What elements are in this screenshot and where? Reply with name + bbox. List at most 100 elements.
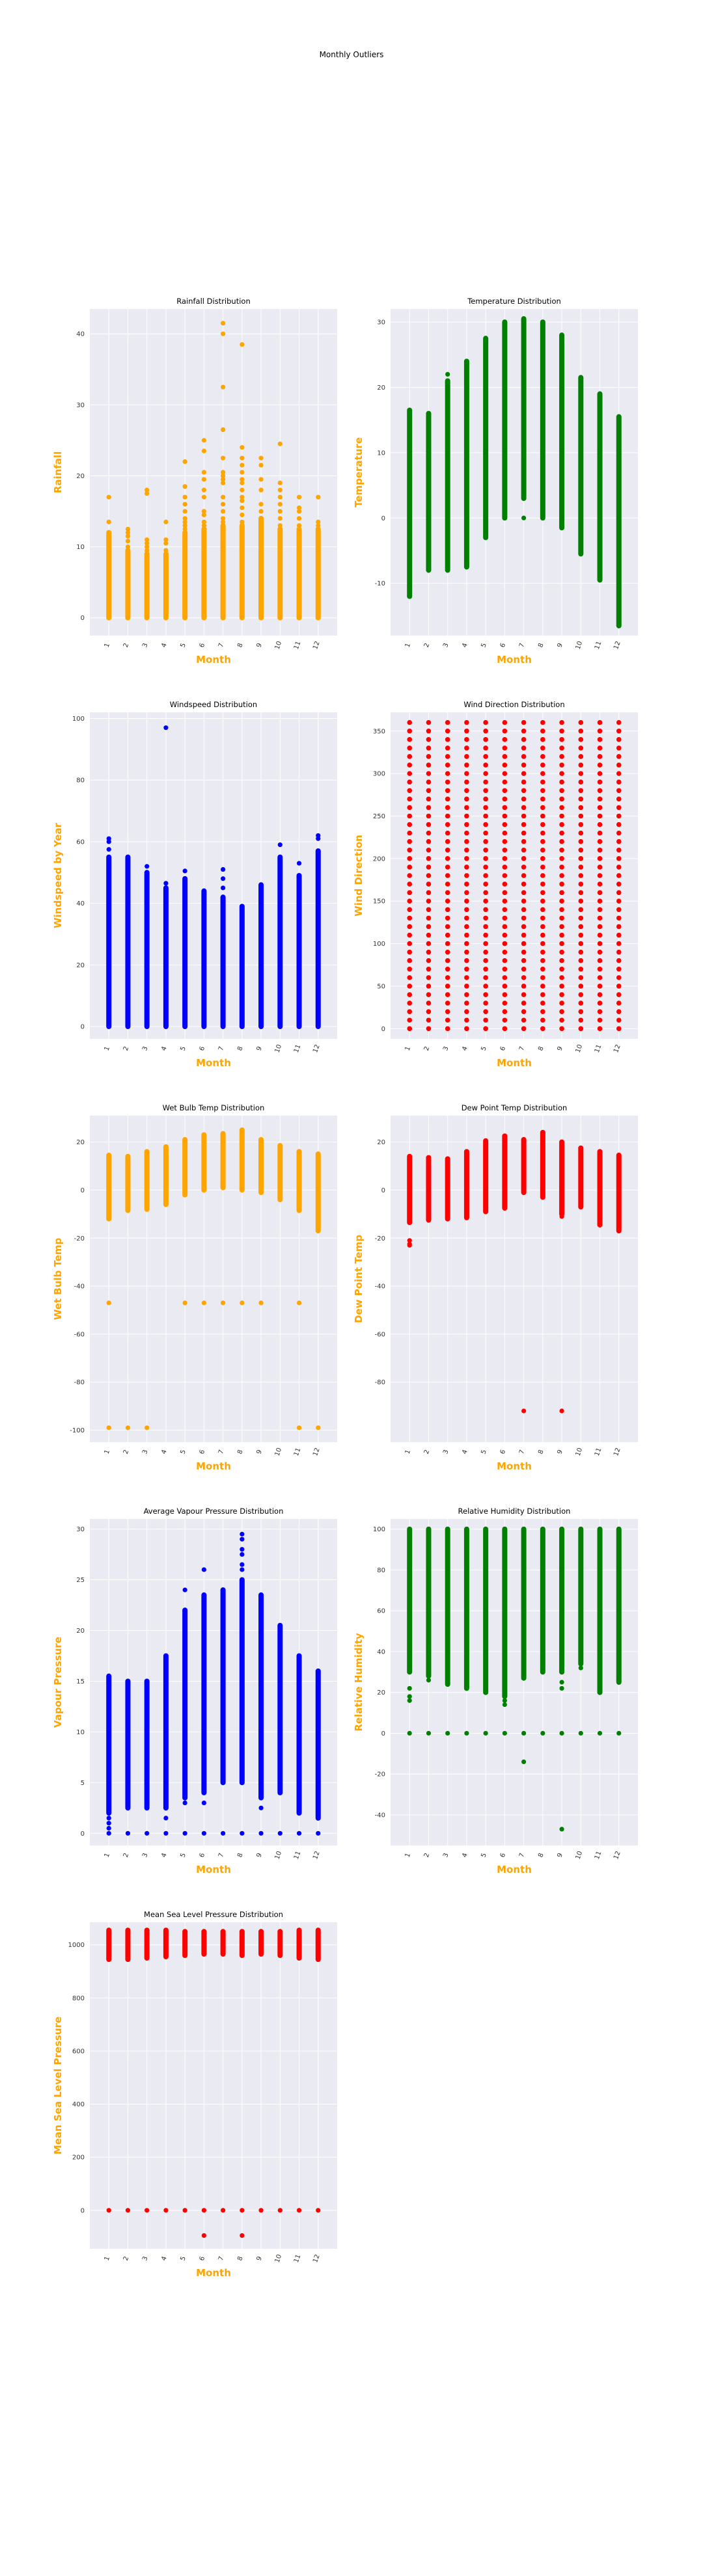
data-point [521,805,527,811]
outlier-point [221,480,226,485]
y-tick-label: 10 [76,544,85,551]
subplot-title: Dew Point Temp Distribution [462,1103,568,1112]
outlier-point [182,484,187,489]
data-point [502,805,508,811]
data-point [597,915,603,921]
data-point [521,941,527,946]
y-tick-label: 100 [373,941,385,948]
data-point [616,873,622,878]
subplot-title: Windspeed Distribution [170,700,257,709]
outlier-point [502,1698,507,1703]
outlier-point [521,515,527,520]
data-point [540,754,545,759]
data-point [540,762,545,768]
y-tick-label: 80 [377,1567,385,1574]
outlier-point [296,1300,302,1306]
data-point [426,984,432,989]
outlier-point [221,1185,226,1190]
data-point [597,728,603,734]
outlier-point [258,509,264,514]
x-tick-label: 1 [103,2255,112,2262]
y-tick-label: 200 [373,855,385,863]
x-tick-label: 12 [613,1850,622,1860]
x-tick-label: 9 [255,642,264,649]
y-tick-label: 0 [381,1187,385,1194]
data-point [521,984,527,989]
data-point [578,728,584,734]
outlier-point [277,480,283,485]
outlier-point [296,523,302,528]
outlier-point [597,1730,603,1736]
data-point [426,992,432,997]
data-point [559,949,564,955]
data-point [597,822,603,827]
data-point [426,924,432,930]
data-point [464,924,469,930]
data-point [483,881,488,887]
data-point [483,762,488,768]
outlier-point [578,1665,583,1670]
outlier-point [221,1831,226,1836]
data-point [502,728,508,734]
data-point [464,788,469,794]
outlier-point [106,1831,111,1836]
data-point [521,881,527,887]
data-point [445,771,450,776]
outlier-point [559,1685,564,1691]
data-point [445,1009,450,1014]
outlier-point [240,1547,245,1552]
outlier-point [125,526,131,531]
x-tick-label: 2 [122,1852,131,1858]
data-point [540,907,545,913]
outlier-point [296,2208,302,2213]
data-point [559,992,564,997]
data-point [426,941,432,946]
data-point [464,890,469,895]
outlier-point [258,502,264,507]
data-point [407,737,413,742]
data-point [616,924,622,930]
data-point [578,915,584,921]
data-point [464,779,469,785]
plot-area [391,309,638,636]
data-point [426,881,432,887]
y-tick-label: 20 [76,1139,85,1146]
outlier-point [559,1214,564,1219]
data-point [597,719,603,725]
data-point [540,796,545,802]
data-point [445,830,450,836]
outlier-point [240,1567,245,1572]
outlier-point [407,1242,412,1248]
data-point [445,1017,450,1023]
subplot-title: Wet Bulb Temp Distribution [163,1103,265,1112]
data-point [578,907,584,913]
outlier-point [125,530,131,535]
data-point [597,958,603,963]
data-point [464,847,469,853]
x-tick-label: 8 [236,642,245,649]
outlier-point [502,1730,507,1736]
x-tick-label: 6 [199,2255,207,2262]
data-point [407,898,413,904]
x-tick-label: 2 [423,1852,432,1858]
data-point [559,813,564,819]
data-point [616,915,622,921]
data-point [616,754,622,759]
data-point [407,984,413,989]
data-point [407,847,413,853]
outlier-point [182,516,187,521]
x-tick-label: 12 [312,1043,322,1054]
data-point [445,762,450,768]
data-point [502,1000,508,1006]
outlier-point [201,1785,206,1790]
data-point [521,865,527,870]
data-point [464,881,469,887]
x-tick-label: 11 [293,640,303,651]
outlier-point [445,371,450,377]
data-point [578,898,584,904]
y-tick-label: 20 [377,1139,385,1146]
y-tick-label: 800 [72,1995,85,2002]
outlier-point [221,331,226,336]
data-point [426,890,432,895]
data-point [502,796,508,802]
